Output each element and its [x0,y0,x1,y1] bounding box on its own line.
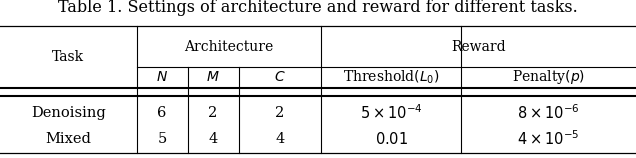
Text: Reward: Reward [452,40,506,54]
Text: 2: 2 [275,106,284,120]
Text: $M$: $M$ [206,70,220,84]
Text: 2: 2 [209,106,218,120]
Text: 6: 6 [158,106,167,120]
Text: 4: 4 [275,132,284,146]
Text: Mixed: Mixed [45,132,92,146]
Text: $5\times10^{-4}$: $5\times10^{-4}$ [360,104,422,122]
Text: 4: 4 [209,132,218,146]
Text: Denoising: Denoising [31,106,106,120]
Text: $N$: $N$ [156,70,168,84]
Text: $4\times10^{-5}$: $4\times10^{-5}$ [518,130,579,148]
Text: Task: Task [52,50,85,64]
Text: Architecture: Architecture [184,40,273,54]
Text: $8\times10^{-6}$: $8\times10^{-6}$ [517,104,580,122]
Text: Table 1. Settings of architecture and reward for different tasks.: Table 1. Settings of architecture and re… [58,0,578,16]
Text: $C$: $C$ [274,70,286,84]
Text: 5: 5 [158,132,167,146]
Text: Penalty$(p)$: Penalty$(p)$ [512,68,585,86]
Text: $0.01$: $0.01$ [375,131,408,147]
Text: Threshold$(L_0)$: Threshold$(L_0)$ [343,69,439,86]
